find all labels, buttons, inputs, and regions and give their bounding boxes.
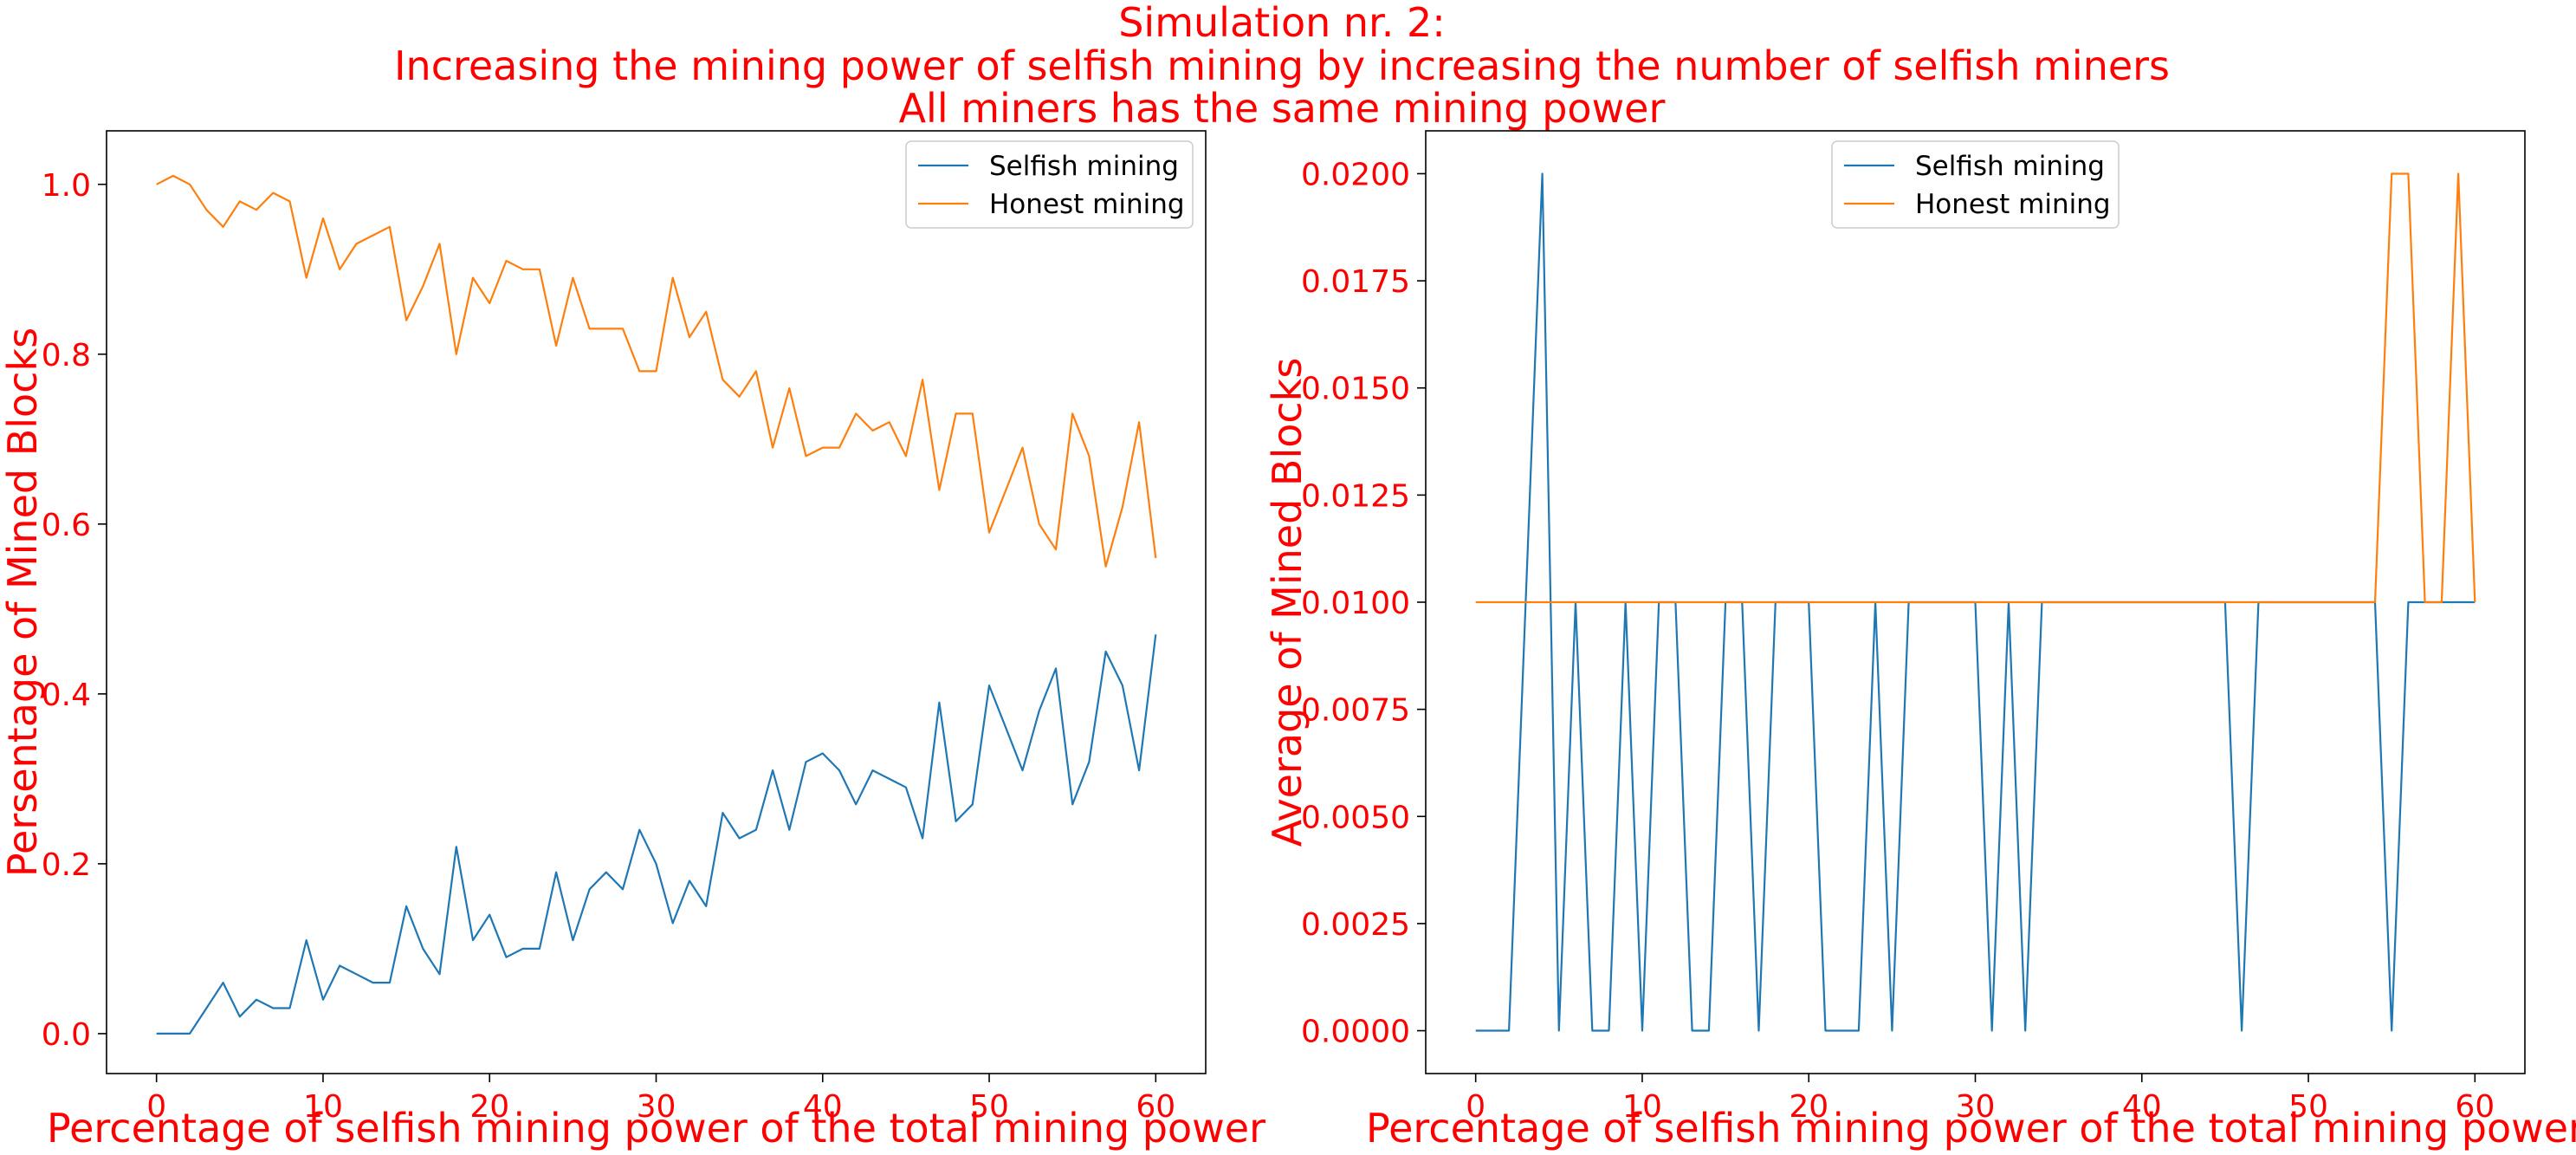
x-tick-label: 50	[969, 1089, 1009, 1125]
legend-box	[1831, 140, 2120, 229]
series-line-selfish-mining	[156, 634, 1157, 1035]
y-tick-label: 1.0	[42, 168, 91, 204]
y-tick-label: 0.8	[42, 338, 91, 373]
figure-suptitle: Simulation nr. 2: Increasing the mining …	[394, 0, 2170, 132]
y-tick-label: 0.0025	[1301, 907, 1410, 943]
x-tick-label: 10	[303, 1089, 343, 1125]
x-tick-label: 20	[469, 1089, 509, 1125]
series-line-honest-mining	[156, 174, 1157, 568]
suptitle-line-3: All miners has the same mining power	[899, 85, 1666, 132]
legend: Selfish mining Honest mining	[905, 140, 1194, 229]
legend-label: Honest mining	[989, 189, 1185, 220]
x-tick-label: 30	[637, 1089, 676, 1125]
series-line-honest-mining	[1475, 172, 2476, 604]
chart-left: 0 10 20 30 40 50 60 0.0 0.2 0.4 0.6 0.8 1.0 Percentag…	[0, 130, 1265, 1152]
x-tick-label: 20	[1789, 1089, 1828, 1125]
y-tick-label: 0.0175	[1301, 264, 1410, 300]
x-tick-label: 60	[2455, 1089, 2495, 1125]
chart-right: 0 10 20 30 40 50 60 0.0000 0.0025 0.0050 0.0075 0.0…	[1264, 130, 2576, 1152]
x-tick-label: 50	[2288, 1089, 2328, 1125]
y-tick-label: 0.0150	[1301, 372, 1410, 407]
x-tick-label: 0	[146, 1089, 166, 1125]
x-tick-label: 10	[1622, 1089, 1662, 1125]
legend-label: Honest mining	[1915, 189, 2111, 220]
legend: Selfish mining Honest mining	[1831, 140, 2120, 229]
y-tick-label: 0.0	[42, 1017, 91, 1053]
x-tick-label: 0	[1466, 1089, 1485, 1125]
axes-frame	[106, 130, 1207, 1074]
suptitle-line-2: Increasing the mining power of selfish m…	[394, 42, 2170, 89]
y-tick-label: 0.6	[42, 508, 91, 543]
x-tick-label: 60	[1136, 1089, 1175, 1125]
y-tick-label: 0.0200	[1301, 157, 1410, 192]
y-tick-label: 0.4	[42, 678, 91, 713]
x-tick-label: 40	[803, 1089, 843, 1125]
y-tick-label: 0.0125	[1301, 478, 1410, 514]
y-tick-label: 0.2	[42, 847, 91, 883]
suptitle-line-1: Simulation nr. 2:	[1118, 0, 1446, 46]
y-tick-label: 0.0050	[1301, 800, 1410, 835]
y-tick-label: 0.0000	[1301, 1015, 1410, 1050]
x-axis-label: Percentage of selfish mining power of th…	[1366, 1105, 2576, 1152]
legend-label: Selfish mining	[989, 151, 1179, 182]
y-tick-label: 0.0100	[1301, 586, 1410, 621]
legend-box	[905, 140, 1194, 229]
x-tick-label: 40	[2122, 1089, 2162, 1125]
y-tick-label: 0.0075	[1301, 693, 1410, 729]
y-axis-label: Average of Mined Blocks	[1264, 358, 1311, 847]
legend-label: Selfish mining	[1915, 151, 2105, 182]
x-tick-label: 30	[1956, 1089, 1996, 1125]
x-axis-label: Percentage of selfish mining power of th…	[47, 1105, 1265, 1152]
y-axis-label: Persentage of Mined Blocks	[0, 328, 46, 877]
